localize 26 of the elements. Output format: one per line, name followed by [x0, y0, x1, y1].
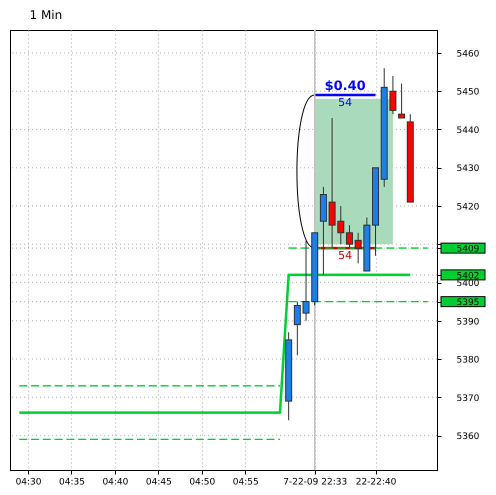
annotation: 54 [338, 249, 352, 262]
x-tick-label: 04:50 [189, 478, 216, 488]
y-tick-label: 5430 [456, 164, 480, 174]
candlestick [389, 75, 396, 115]
x-tick-label: 22-22:40 [356, 478, 397, 488]
y-tick-label: 5420 [456, 202, 480, 212]
annotation: 54 [338, 96, 352, 110]
x-tick-label: 04:30 [16, 478, 42, 488]
y-tick-label: 5370 [456, 394, 480, 404]
y-tick-label: 5360 [456, 432, 480, 442]
y-tick-label: 5450 [456, 88, 480, 98]
y-tick-label: 5390 [456, 317, 480, 328]
y-tick-label: 5380 [456, 356, 480, 366]
x-tick-label: 04:45 [146, 478, 172, 488]
y-tick-label: 5395 [456, 298, 480, 308]
y-tick-label: 5460 [456, 49, 480, 60]
y-tick-label: 5402 [456, 271, 480, 282]
y-tick-label: 5409 [456, 244, 480, 255]
x-tick-label: 04:40 [102, 478, 129, 488]
x-tick-label: 04:55 [232, 478, 259, 488]
chart-title: 1 Min [30, 8, 62, 22]
x-tick-label: 7-22-09 22:33 [283, 478, 348, 488]
x-tick-label: 04:35 [59, 478, 85, 488]
annotation: $0.40 [324, 79, 366, 94]
candlestick [398, 83, 406, 118]
y-tick-label: 5440 [456, 126, 480, 136]
